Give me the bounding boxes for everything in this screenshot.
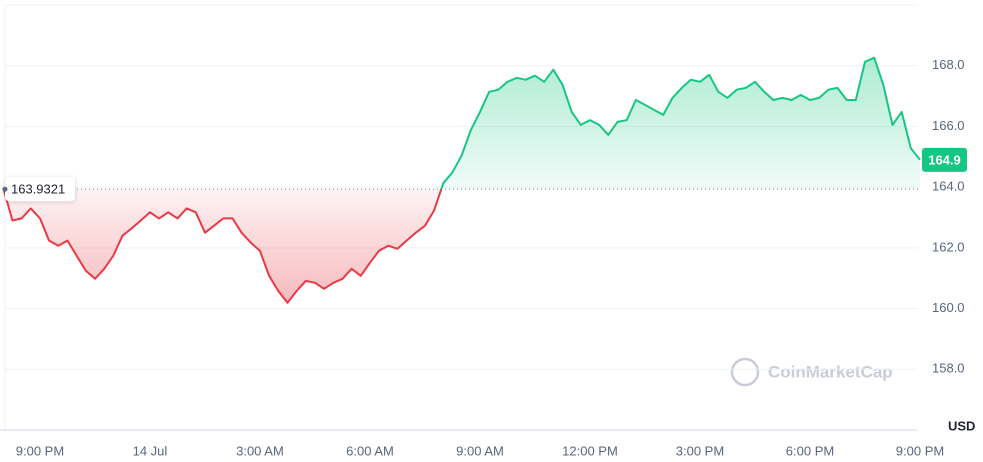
x-tick-label: 9:00 AM bbox=[456, 443, 504, 458]
x-tick-label: 12:00 PM bbox=[562, 443, 618, 458]
baseline-tag: 163.9321 bbox=[2, 177, 75, 202]
price-area bbox=[3, 57, 921, 303]
y-tick-label: 162.0 bbox=[932, 239, 965, 254]
x-tick-label: 3:00 AM bbox=[236, 443, 284, 458]
y-tick-label: 168.0 bbox=[932, 57, 965, 72]
baseline-dot bbox=[2, 186, 8, 192]
y-tick-label: 158.0 bbox=[932, 361, 965, 376]
price-line bbox=[2, 56, 921, 304]
x-tick-label: 6:00 AM bbox=[346, 443, 394, 458]
x-tick-label: 9:00 PM bbox=[16, 443, 64, 458]
x-tick-label: 14 Jul bbox=[133, 443, 168, 458]
y-tick-label: 160.0 bbox=[932, 300, 965, 315]
watermark-logo bbox=[730, 357, 760, 387]
x-tick-label: 3:00 PM bbox=[676, 443, 724, 458]
y-unit: USD bbox=[948, 418, 975, 433]
baseline-tag-box bbox=[5, 177, 75, 202]
x-tick-label: 6:00 PM bbox=[786, 443, 834, 458]
price-tag-label: 164.9 bbox=[928, 152, 961, 167]
baseline-label: 163.9321 bbox=[11, 182, 65, 197]
watermark-text: CoinMarketCap bbox=[768, 362, 893, 381]
y-tick-label: 166.0 bbox=[932, 118, 965, 133]
x-tick-label: 9:00 PM bbox=[896, 443, 944, 458]
watermark: CoinMarketCap bbox=[730, 357, 893, 387]
y-tick-label: 164.0 bbox=[932, 179, 965, 194]
price-tag-box bbox=[922, 147, 967, 172]
